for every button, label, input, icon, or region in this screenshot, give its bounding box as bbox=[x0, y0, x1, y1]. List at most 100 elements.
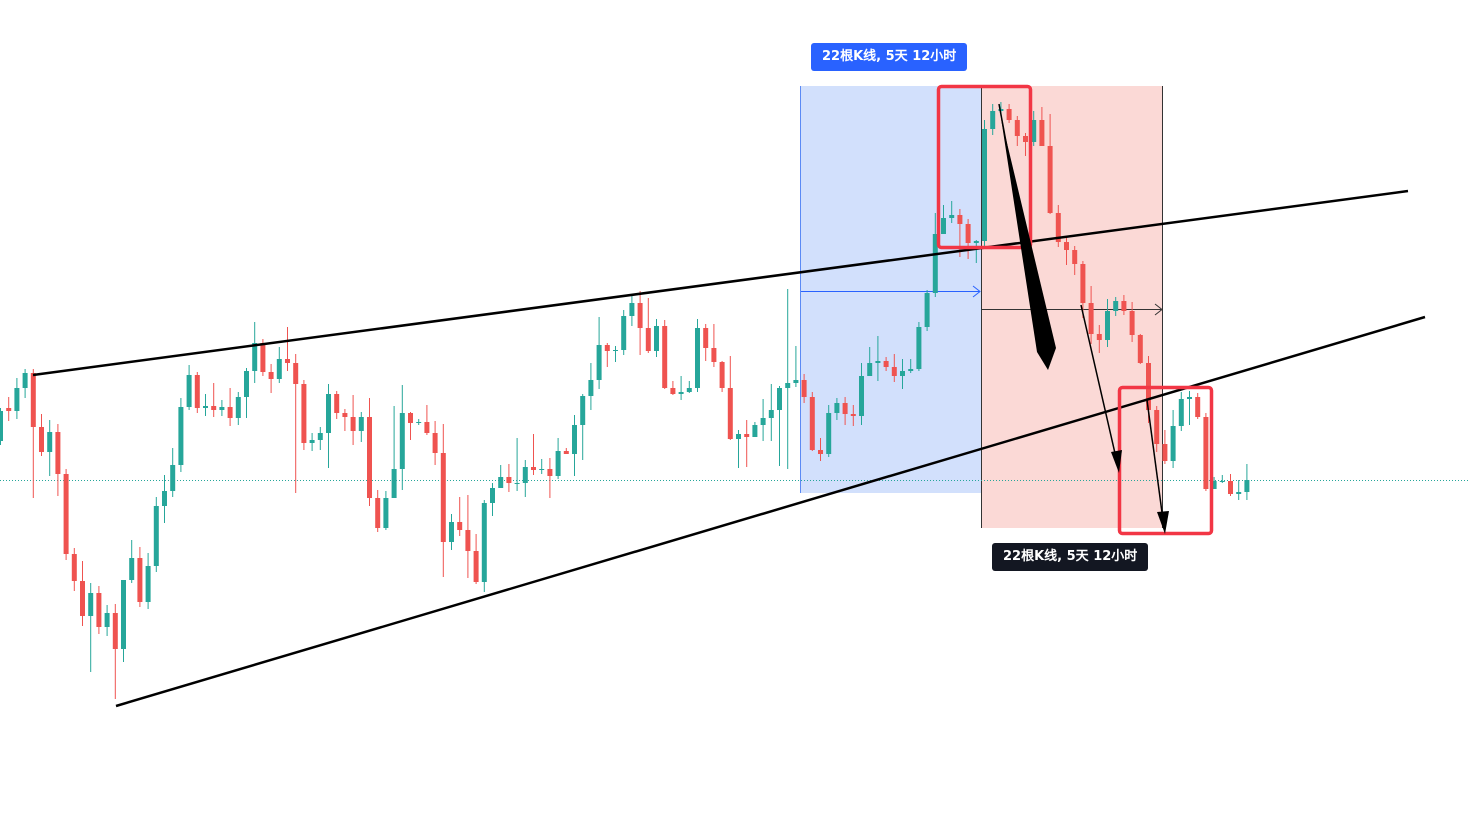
candle-body bbox=[678, 392, 684, 394]
candle-body bbox=[498, 477, 504, 488]
candle-body bbox=[178, 407, 184, 465]
candle-body bbox=[645, 328, 651, 351]
candle bbox=[891, 354, 897, 382]
candle bbox=[268, 364, 274, 393]
candle bbox=[30, 369, 36, 498]
candle-body bbox=[982, 129, 987, 241]
candle bbox=[465, 495, 471, 578]
candle bbox=[670, 381, 676, 395]
candle-body bbox=[71, 554, 77, 581]
candle bbox=[744, 420, 750, 467]
candle-body bbox=[145, 566, 151, 602]
candle bbox=[440, 424, 446, 577]
candle-body bbox=[916, 327, 922, 369]
candle bbox=[990, 104, 996, 135]
candle-body bbox=[1178, 399, 1184, 426]
candle-body bbox=[424, 422, 430, 433]
candle-body bbox=[399, 413, 405, 469]
candle-body bbox=[1236, 492, 1242, 494]
candle bbox=[194, 372, 200, 413]
candle bbox=[96, 586, 102, 634]
candle-body bbox=[514, 483, 520, 484]
candle bbox=[47, 420, 53, 476]
candle-body bbox=[1137, 335, 1143, 363]
candle-body bbox=[14, 388, 20, 411]
candle-body bbox=[760, 418, 766, 425]
candle bbox=[703, 324, 709, 361]
candle bbox=[555, 438, 561, 479]
candle-body bbox=[22, 373, 28, 388]
candle-body bbox=[112, 613, 118, 649]
candle bbox=[1014, 116, 1020, 146]
candle-body bbox=[752, 425, 758, 437]
candle-body bbox=[875, 361, 881, 363]
candle-body bbox=[326, 394, 331, 433]
candle-body bbox=[891, 367, 897, 376]
candle-body bbox=[1170, 426, 1176, 461]
candle bbox=[129, 540, 135, 583]
candle-body bbox=[834, 403, 840, 413]
candle bbox=[973, 240, 979, 263]
candle bbox=[727, 356, 733, 440]
candle-body bbox=[30, 373, 36, 427]
candle bbox=[1195, 393, 1201, 419]
candle bbox=[1162, 430, 1168, 464]
candle bbox=[686, 381, 692, 393]
candle bbox=[301, 380, 307, 450]
candle-body bbox=[949, 215, 955, 218]
candle bbox=[1006, 104, 1012, 123]
candle-body bbox=[793, 380, 799, 383]
candle-body bbox=[736, 434, 741, 439]
candle bbox=[768, 384, 774, 441]
candle-body bbox=[219, 407, 225, 410]
candle-body bbox=[88, 593, 94, 616]
candle bbox=[1178, 392, 1184, 431]
candle bbox=[1080, 261, 1086, 318]
candle bbox=[71, 548, 77, 591]
candle bbox=[522, 460, 528, 497]
candle-body bbox=[662, 326, 668, 388]
candle-body bbox=[932, 234, 938, 293]
candle bbox=[588, 363, 594, 410]
candle bbox=[104, 605, 110, 636]
candle-body bbox=[104, 613, 110, 627]
candle bbox=[55, 424, 61, 496]
candle-body bbox=[563, 451, 569, 454]
candle bbox=[834, 398, 840, 420]
candle-body bbox=[596, 345, 602, 380]
candle bbox=[1236, 480, 1242, 500]
candle-body bbox=[244, 371, 249, 397]
candle-body bbox=[1031, 120, 1037, 142]
candle bbox=[186, 365, 192, 410]
candle-body bbox=[957, 215, 963, 224]
candle bbox=[358, 412, 364, 442]
candle bbox=[506, 464, 512, 492]
candle-body bbox=[473, 551, 479, 582]
candle bbox=[252, 322, 258, 383]
red-range-arrowhead bbox=[1154, 303, 1163, 316]
candle-body bbox=[96, 593, 102, 627]
candle-body bbox=[768, 410, 774, 418]
candle-body bbox=[383, 498, 389, 528]
candle-body bbox=[203, 406, 208, 408]
candle bbox=[285, 327, 290, 371]
candle bbox=[645, 298, 651, 353]
candle bbox=[801, 374, 807, 403]
candle-body bbox=[842, 403, 848, 414]
down-arrow-head bbox=[1001, 118, 1056, 370]
candle-body bbox=[227, 407, 233, 418]
candle bbox=[949, 201, 955, 223]
candle bbox=[112, 604, 118, 699]
candle bbox=[711, 324, 717, 367]
candle bbox=[457, 497, 463, 536]
candle-body bbox=[129, 558, 135, 580]
candle bbox=[424, 405, 430, 435]
candle bbox=[678, 376, 684, 400]
candle-body bbox=[80, 581, 85, 616]
candle bbox=[244, 368, 249, 418]
candle bbox=[293, 354, 299, 493]
candle bbox=[1121, 295, 1127, 315]
candle-body bbox=[63, 474, 69, 554]
candle bbox=[153, 497, 159, 572]
candle-body bbox=[1154, 410, 1160, 444]
